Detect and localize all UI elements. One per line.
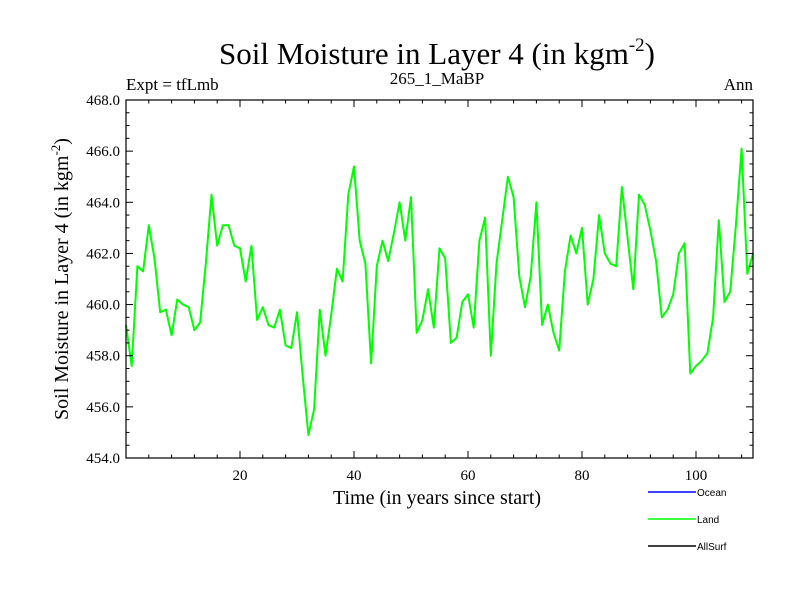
subtitle-right: Ann [724,75,754,94]
y-tick-label: 458.0 [86,349,120,365]
x-tick-label: 40 [347,468,362,484]
tick-layer: 20 40 60 80 100 454.0 456.0 458.0 460.0 462.0 464.… [86,93,753,484]
y-tick-label: 456.0 [86,400,120,416]
y-tick-label: 466.0 [86,144,120,160]
y-axis-label-main: Soil Moisture in Layer 4 (in kgm [51,155,73,420]
chart-title-end: ) [645,36,655,71]
legend-label-land: Land [697,515,719,526]
plot-frame [125,99,754,459]
chart-title-main: Soil Moisture in Layer 4 (in kgm [219,36,629,71]
x-tick-label: 80 [575,468,590,484]
legend-label-ocean: Ocean [697,488,726,499]
subtitle-left: Expt = tfLmb [126,75,219,94]
y-tick-label: 460.0 [86,298,120,314]
y-tick-label: 464.0 [86,195,120,211]
y-axis-label-sup: -2 [48,145,63,156]
y-tick-label: 462.0 [86,246,120,262]
subtitle-center: 265_1_MaBP [390,69,484,88]
chart-title-sup: -2 [629,35,645,56]
series-layer [125,147,754,436]
y-tick-label: 468.0 [86,93,120,109]
legend: Ocean Land AllSurf [648,488,727,553]
y-axis-label: Soil Moisture in Layer 4 (in kgm-2) [48,138,73,420]
y-tick-label: 454.0 [86,451,120,467]
chart-title: Soil Moisture in Layer 4 (in kgm-2) [219,35,655,71]
series-line-land [125,147,754,436]
x-axis-label: Time (in years since start) [333,487,541,509]
x-tick-label: 60 [461,468,476,484]
legend-label-allsurf: AllSurf [697,542,727,553]
x-tick-label: 100 [685,468,708,484]
x-tick-label: 20 [233,468,248,484]
y-axis-label-end: ) [51,138,73,145]
